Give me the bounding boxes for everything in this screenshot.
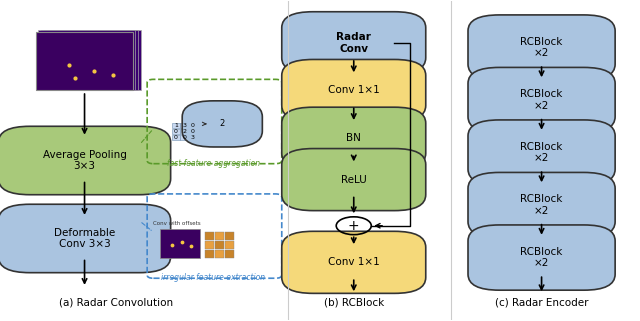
Text: Conv with offsets: Conv with offsets (154, 221, 201, 226)
Text: 0: 0 (190, 129, 194, 134)
FancyBboxPatch shape (0, 204, 171, 273)
Text: 1: 1 (174, 124, 178, 128)
Text: ReLU: ReLU (341, 175, 367, 185)
Text: Average Pooling
3×3: Average Pooling 3×3 (43, 150, 127, 171)
Point (167, 242, 177, 247)
Text: +: + (348, 219, 360, 233)
Text: (c) Radar Encoder: (c) Radar Encoder (495, 297, 588, 307)
Point (64, 63, 74, 68)
Text: Conv 1×1: Conv 1×1 (328, 85, 380, 95)
Text: 2: 2 (220, 119, 225, 128)
FancyBboxPatch shape (172, 135, 180, 140)
FancyBboxPatch shape (205, 241, 214, 249)
FancyBboxPatch shape (38, 30, 134, 91)
FancyBboxPatch shape (468, 67, 615, 133)
FancyBboxPatch shape (216, 232, 223, 240)
Text: RCBlock
×2: RCBlock ×2 (520, 194, 563, 216)
FancyBboxPatch shape (180, 129, 188, 134)
FancyBboxPatch shape (225, 250, 234, 257)
FancyBboxPatch shape (0, 126, 171, 195)
Text: 3: 3 (190, 135, 194, 140)
Text: 0: 0 (190, 124, 194, 128)
Text: (a) Radar Convolution: (a) Radar Convolution (59, 297, 173, 307)
FancyBboxPatch shape (180, 135, 188, 140)
Text: RCBlock
×2: RCBlock ×2 (520, 89, 563, 111)
FancyBboxPatch shape (468, 15, 615, 80)
FancyBboxPatch shape (36, 32, 133, 91)
Point (186, 244, 196, 249)
FancyBboxPatch shape (282, 149, 426, 211)
FancyBboxPatch shape (282, 59, 426, 122)
Text: RCBlock
×2: RCBlock ×2 (520, 247, 563, 268)
FancyBboxPatch shape (172, 124, 180, 128)
FancyBboxPatch shape (205, 232, 214, 240)
Text: 0: 0 (182, 135, 186, 140)
Point (108, 72, 118, 77)
Text: fast feature aggregation: fast feature aggregation (167, 159, 260, 168)
FancyBboxPatch shape (468, 120, 615, 185)
FancyBboxPatch shape (205, 250, 214, 257)
Point (70, 75, 80, 80)
FancyBboxPatch shape (188, 124, 196, 128)
FancyBboxPatch shape (188, 135, 196, 140)
Text: 3: 3 (182, 124, 186, 128)
FancyBboxPatch shape (225, 241, 234, 249)
Text: Radar
Conv: Radar Conv (336, 32, 371, 54)
FancyBboxPatch shape (468, 172, 615, 238)
FancyBboxPatch shape (159, 229, 200, 257)
FancyBboxPatch shape (182, 101, 262, 147)
Text: Deformable
Conv 3×3: Deformable Conv 3×3 (54, 228, 115, 249)
FancyBboxPatch shape (216, 250, 223, 257)
FancyBboxPatch shape (172, 129, 180, 134)
Text: irregular feature extraction: irregular feature extraction (161, 273, 266, 282)
FancyBboxPatch shape (188, 129, 196, 134)
Text: RCBlock
×2: RCBlock ×2 (520, 37, 563, 58)
Text: RCBlock
×2: RCBlock ×2 (520, 142, 563, 163)
FancyBboxPatch shape (180, 124, 188, 128)
FancyBboxPatch shape (41, 30, 138, 91)
FancyBboxPatch shape (44, 30, 141, 91)
FancyBboxPatch shape (468, 225, 615, 290)
Point (89, 69, 99, 74)
Point (177, 239, 187, 244)
Text: 0: 0 (174, 129, 178, 134)
Text: 0: 0 (174, 135, 178, 140)
FancyBboxPatch shape (225, 232, 234, 240)
Text: (b) RCBlock: (b) RCBlock (324, 297, 384, 307)
FancyBboxPatch shape (216, 241, 223, 249)
FancyBboxPatch shape (282, 231, 426, 293)
FancyBboxPatch shape (282, 107, 426, 169)
FancyBboxPatch shape (282, 12, 426, 74)
Text: 2: 2 (182, 129, 186, 134)
Text: BN: BN (346, 133, 361, 143)
Text: Conv 1×1: Conv 1×1 (328, 257, 380, 267)
